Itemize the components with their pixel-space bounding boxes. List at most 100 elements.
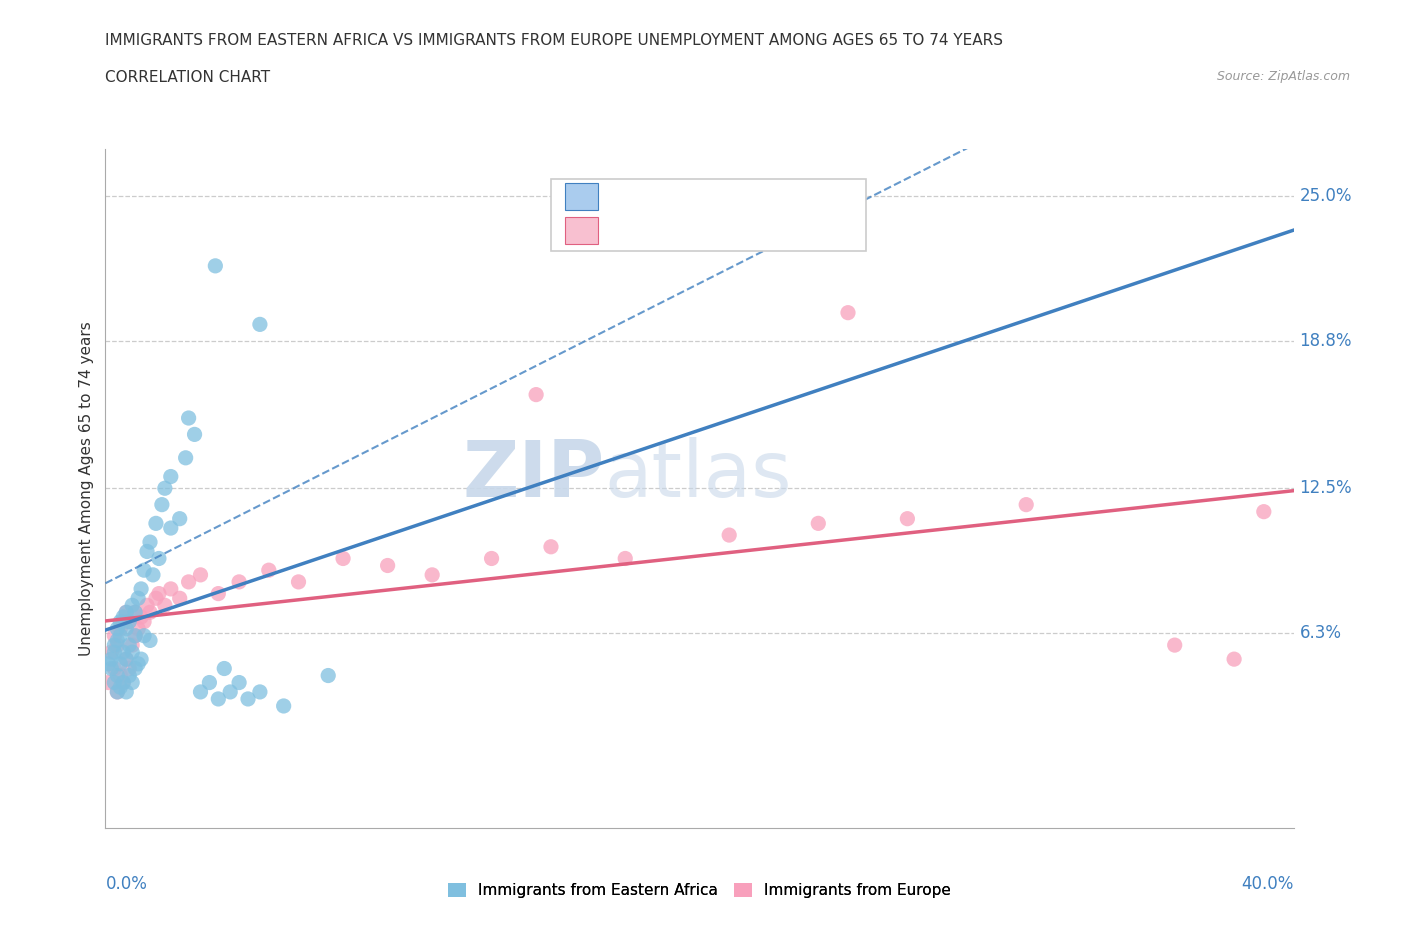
- Point: [204, 259, 226, 273]
- Point: [718, 527, 741, 542]
- Point: [153, 481, 176, 496]
- Bar: [565, 217, 599, 244]
- Y-axis label: Unemployment Among Ages 65 to 74 years: Unemployment Among Ages 65 to 74 years: [79, 321, 94, 656]
- Point: [115, 621, 138, 636]
- Point: [124, 604, 146, 619]
- Text: 0.0%: 0.0%: [105, 875, 148, 893]
- Point: [112, 675, 135, 690]
- Point: [110, 657, 132, 671]
- Point: [136, 598, 159, 613]
- Point: [169, 512, 191, 526]
- Point: [145, 516, 167, 531]
- Legend: Immigrants from Eastern Africa, Immigrants from Europe: Immigrants from Eastern Africa, Immigran…: [449, 884, 950, 898]
- Point: [115, 652, 138, 667]
- Point: [1253, 504, 1275, 519]
- Point: [145, 591, 167, 605]
- Point: [228, 575, 250, 590]
- Point: [115, 684, 138, 699]
- Point: [110, 614, 132, 629]
- Point: [190, 684, 212, 699]
- Point: [219, 684, 242, 699]
- Point: [316, 668, 339, 683]
- Point: [837, 305, 859, 320]
- Point: [257, 563, 280, 578]
- Point: [118, 638, 141, 653]
- Point: [190, 567, 212, 582]
- Point: [110, 668, 132, 683]
- Point: [105, 621, 128, 636]
- Point: [112, 675, 135, 690]
- Point: [112, 614, 135, 629]
- Point: [177, 410, 200, 425]
- Point: [103, 644, 125, 659]
- Point: [103, 675, 125, 690]
- Text: 25.0%: 25.0%: [1299, 187, 1353, 205]
- Point: [118, 668, 141, 683]
- Point: [540, 539, 562, 554]
- Point: [148, 551, 170, 566]
- Text: atlas: atlas: [605, 437, 792, 512]
- Text: ZIP: ZIP: [463, 437, 605, 512]
- Point: [110, 621, 132, 636]
- Point: [97, 675, 120, 690]
- Point: [139, 633, 162, 648]
- Point: [103, 629, 125, 644]
- Point: [112, 644, 135, 659]
- Text: R = 0.308   N = 45: R = 0.308 N = 45: [613, 221, 797, 239]
- Text: 6.3%: 6.3%: [1299, 624, 1341, 643]
- Point: [129, 581, 152, 596]
- Point: [105, 633, 128, 648]
- Point: [183, 427, 205, 442]
- Point: [132, 563, 155, 578]
- Point: [139, 604, 162, 619]
- Point: [105, 684, 128, 699]
- Point: [214, 661, 236, 676]
- Point: [97, 657, 120, 671]
- Point: [121, 644, 143, 659]
- Text: 40.0%: 40.0%: [1241, 875, 1294, 893]
- Point: [129, 652, 152, 667]
- Point: [118, 614, 141, 629]
- Point: [207, 586, 229, 601]
- Point: [148, 586, 170, 601]
- Point: [169, 591, 191, 605]
- Point: [129, 609, 152, 624]
- Point: [124, 629, 146, 644]
- Point: [1164, 638, 1187, 653]
- Point: [524, 387, 547, 402]
- Point: [121, 598, 143, 613]
- Point: [100, 652, 122, 667]
- Point: [159, 581, 181, 596]
- Point: [121, 638, 143, 653]
- Point: [112, 609, 135, 624]
- Point: [118, 661, 141, 676]
- Point: [159, 469, 181, 484]
- Point: [103, 638, 125, 653]
- Text: 18.8%: 18.8%: [1299, 332, 1353, 350]
- Point: [249, 317, 271, 332]
- Point: [614, 551, 637, 566]
- Point: [896, 512, 918, 526]
- FancyBboxPatch shape: [551, 179, 866, 251]
- Point: [249, 684, 271, 699]
- Point: [1015, 498, 1038, 512]
- Point: [118, 614, 141, 629]
- Point: [153, 598, 176, 613]
- Point: [177, 575, 200, 590]
- Point: [105, 668, 128, 683]
- Point: [115, 652, 138, 667]
- Point: [228, 675, 250, 690]
- Point: [174, 450, 197, 465]
- Point: [132, 629, 155, 644]
- Point: [139, 535, 162, 550]
- Text: 12.5%: 12.5%: [1299, 479, 1353, 498]
- Point: [142, 567, 165, 582]
- Point: [100, 644, 122, 659]
- Point: [287, 575, 309, 590]
- Point: [127, 591, 149, 605]
- Text: Source: ZipAtlas.com: Source: ZipAtlas.com: [1216, 70, 1350, 83]
- Point: [236, 692, 259, 707]
- Point: [105, 684, 128, 699]
- Point: [136, 544, 159, 559]
- Point: [159, 521, 181, 536]
